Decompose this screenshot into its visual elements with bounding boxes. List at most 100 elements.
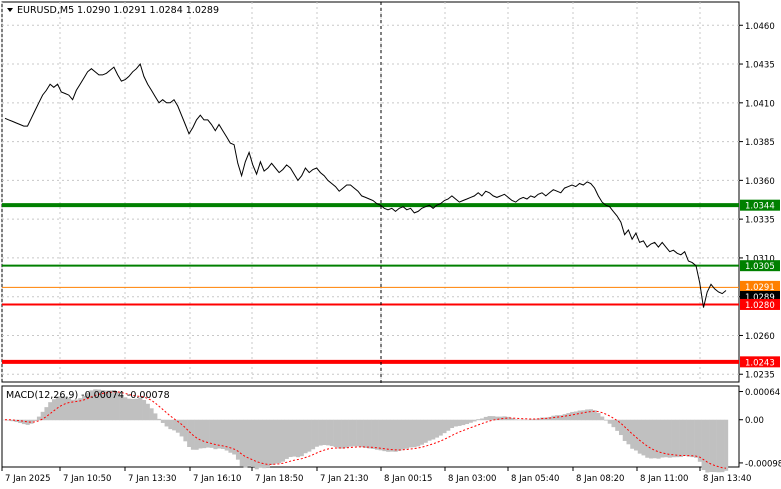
macd-bar <box>172 419 177 431</box>
macd-bar <box>217 419 222 449</box>
macd-histogram <box>3 389 729 473</box>
macd-bar <box>434 419 440 438</box>
level-green-thin-label-bg <box>740 260 780 272</box>
macd-bar <box>228 419 233 453</box>
price-tick-label: 1.0460 <box>745 22 775 32</box>
symbol-timeframe: EURUSD,M5 <box>17 5 74 16</box>
macd-bar <box>585 409 590 421</box>
time-tick-label: 7 Jan 16:10 <box>193 474 241 484</box>
macd-bar <box>157 418 162 421</box>
macd-bar <box>712 419 717 473</box>
macd-bar <box>10 419 15 422</box>
macd-bar <box>202 419 207 449</box>
macd-bar <box>363 419 368 448</box>
bid-price-label-bg <box>740 280 780 292</box>
macd-bar <box>645 419 650 458</box>
macd-bar <box>119 394 124 421</box>
price-tick-label: 1.0335 <box>745 216 775 226</box>
macd-bar <box>235 419 241 460</box>
macd-bar <box>138 397 143 421</box>
macd-bar <box>100 390 105 421</box>
macd-bar <box>142 400 147 421</box>
macd-bar <box>273 419 278 464</box>
macd-bar <box>232 419 237 455</box>
time-tick-label: 8 Jan 05:40 <box>511 474 559 484</box>
bid-price-label: 1.0291 <box>745 283 775 293</box>
macd-bar <box>284 419 289 459</box>
macd-bar <box>74 399 79 421</box>
time-axis[interactable]: 7 Jan 2025 7 Jan 10:50 7 Jan 13:30 7 Jan 16… <box>1 467 751 484</box>
macd-bar <box>607 419 612 424</box>
macd-bar <box>247 419 252 466</box>
level-red-thin-label: 1.0280 <box>745 301 775 311</box>
macd-bar <box>296 419 301 458</box>
macd-bar <box>314 419 319 447</box>
time-tick-label: 8 Jan 08:20 <box>576 474 624 484</box>
macd-bar <box>431 419 436 440</box>
macd-bar <box>412 419 417 448</box>
time-tick-label: 8 Jan 03:00 <box>448 474 496 484</box>
macd-bar <box>600 416 605 421</box>
macd-bar <box>649 419 654 459</box>
macd-bar <box>187 419 192 448</box>
macd-bar <box>66 397 72 421</box>
macd-bar <box>258 419 263 468</box>
macd-bar <box>209 419 214 448</box>
macd-bar <box>705 419 710 473</box>
support-resistance-levels <box>2 203 739 364</box>
macd-bar <box>573 411 578 421</box>
macd-bar <box>457 419 462 426</box>
macd-bar <box>299 419 304 457</box>
macd-bar <box>145 403 150 421</box>
time-tick-label: 8 Jan 11:00 <box>640 474 688 484</box>
macd-bar <box>521 419 526 421</box>
macd-bar <box>483 416 488 421</box>
macd-bar <box>397 419 402 451</box>
time-tick-label: 7 Jan 10:50 <box>63 474 111 484</box>
macd-bar <box>344 419 349 448</box>
macd-bar <box>525 419 530 421</box>
macd-bar <box>262 419 267 469</box>
macd-bar <box>566 413 571 421</box>
dropdown-triangle-icon[interactable] <box>7 8 13 12</box>
macd-bar <box>664 419 669 458</box>
macd-bar <box>404 419 409 449</box>
macd-bar <box>378 419 383 451</box>
level-red-thin-label-bg <box>740 298 780 310</box>
macd-bar <box>592 410 597 421</box>
macd-bar <box>164 419 169 427</box>
macd-axis: 0.00064 0.00 -0.00098 <box>739 388 781 469</box>
macd-bar <box>393 419 398 452</box>
macd-bar <box>626 419 631 445</box>
macd-bar <box>442 419 447 434</box>
macd-bar <box>115 391 120 421</box>
main-plot-area[interactable] <box>1 1 740 383</box>
macd-bar <box>337 419 342 449</box>
macd-bar <box>618 419 624 436</box>
current-price-label: 1.0289 <box>745 293 775 303</box>
macd-bar <box>480 418 485 421</box>
macd-bar <box>213 419 218 450</box>
macd-bar <box>179 419 184 437</box>
macd-bar <box>517 419 522 421</box>
macd-bar <box>250 419 256 467</box>
macd-bar <box>130 398 135 421</box>
macd-bar <box>277 419 282 464</box>
time-tick-label: 7 Jan 13:30 <box>128 474 176 484</box>
price-tick-label: 1.0410 <box>745 99 775 109</box>
macd-bar <box>690 419 695 458</box>
macd-bar <box>70 399 75 421</box>
macd-bar <box>577 410 582 421</box>
macd-bar <box>288 419 293 458</box>
macd-bar <box>570 411 575 421</box>
macd-bar <box>686 419 691 457</box>
macd-bar <box>127 398 132 421</box>
macd-bar <box>48 402 53 421</box>
macd-bar <box>175 419 180 433</box>
level-green-thin-label: 1.0305 <box>745 262 775 272</box>
macd-bar <box>29 419 34 424</box>
macd-bar <box>254 419 259 470</box>
macd-bar <box>93 389 98 421</box>
macd-bar <box>382 419 387 452</box>
